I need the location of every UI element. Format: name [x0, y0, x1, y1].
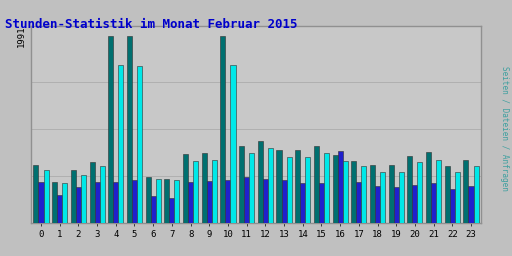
Bar [127, 36, 132, 223]
Bar [375, 186, 380, 223]
Bar [474, 166, 479, 223]
Bar [230, 65, 236, 223]
Text: Seiten / Dateien / Anfragen: Seiten / Dateien / Anfragen [500, 66, 509, 190]
Bar [463, 160, 468, 223]
Bar [202, 153, 207, 223]
Bar [276, 150, 282, 223]
Bar [337, 151, 343, 223]
Bar [95, 182, 100, 223]
Bar [183, 154, 188, 223]
Bar [343, 161, 348, 223]
Bar [324, 153, 329, 223]
Bar [164, 179, 169, 223]
Bar [193, 161, 198, 223]
Bar [258, 141, 263, 223]
Bar [169, 198, 175, 223]
Bar [295, 150, 300, 223]
Bar [300, 183, 305, 223]
Bar [44, 170, 49, 223]
Bar [408, 156, 412, 223]
Bar [225, 180, 230, 223]
Bar [399, 172, 404, 223]
Bar [412, 185, 417, 223]
Bar [249, 153, 254, 223]
Bar [389, 165, 394, 223]
Bar [137, 66, 142, 223]
Bar [175, 180, 179, 223]
Bar [431, 183, 436, 223]
Text: Stunden-Statistik im Monat Februar 2015: Stunden-Statistik im Monat Februar 2015 [5, 18, 297, 31]
Bar [145, 177, 151, 223]
Bar [356, 182, 361, 223]
Bar [220, 36, 225, 223]
Bar [445, 166, 450, 223]
Bar [426, 152, 431, 223]
Bar [212, 160, 217, 223]
Bar [188, 182, 193, 223]
Bar [263, 179, 268, 223]
Bar [319, 183, 324, 223]
Bar [33, 165, 38, 223]
Bar [90, 162, 95, 223]
Bar [118, 65, 123, 223]
Bar [436, 160, 441, 223]
Bar [100, 166, 104, 223]
Bar [282, 180, 287, 223]
Bar [455, 172, 460, 223]
Bar [468, 186, 474, 223]
Bar [239, 146, 244, 223]
Bar [151, 196, 156, 223]
Bar [113, 182, 118, 223]
Bar [156, 179, 161, 223]
Bar [361, 166, 367, 223]
Bar [207, 182, 212, 223]
Bar [38, 182, 44, 223]
Bar [71, 170, 76, 223]
Bar [450, 189, 455, 223]
Bar [57, 196, 62, 223]
Bar [108, 36, 113, 223]
Bar [351, 161, 356, 223]
Bar [244, 177, 249, 223]
Bar [268, 148, 273, 223]
Bar [287, 157, 292, 223]
Bar [81, 175, 86, 223]
Bar [76, 187, 81, 223]
Bar [333, 155, 337, 223]
Bar [62, 183, 67, 223]
Bar [370, 165, 375, 223]
Bar [394, 187, 399, 223]
Bar [314, 146, 319, 223]
Bar [52, 182, 57, 223]
Bar [380, 172, 385, 223]
Bar [132, 180, 137, 223]
Bar [305, 157, 310, 223]
Bar [417, 162, 422, 223]
